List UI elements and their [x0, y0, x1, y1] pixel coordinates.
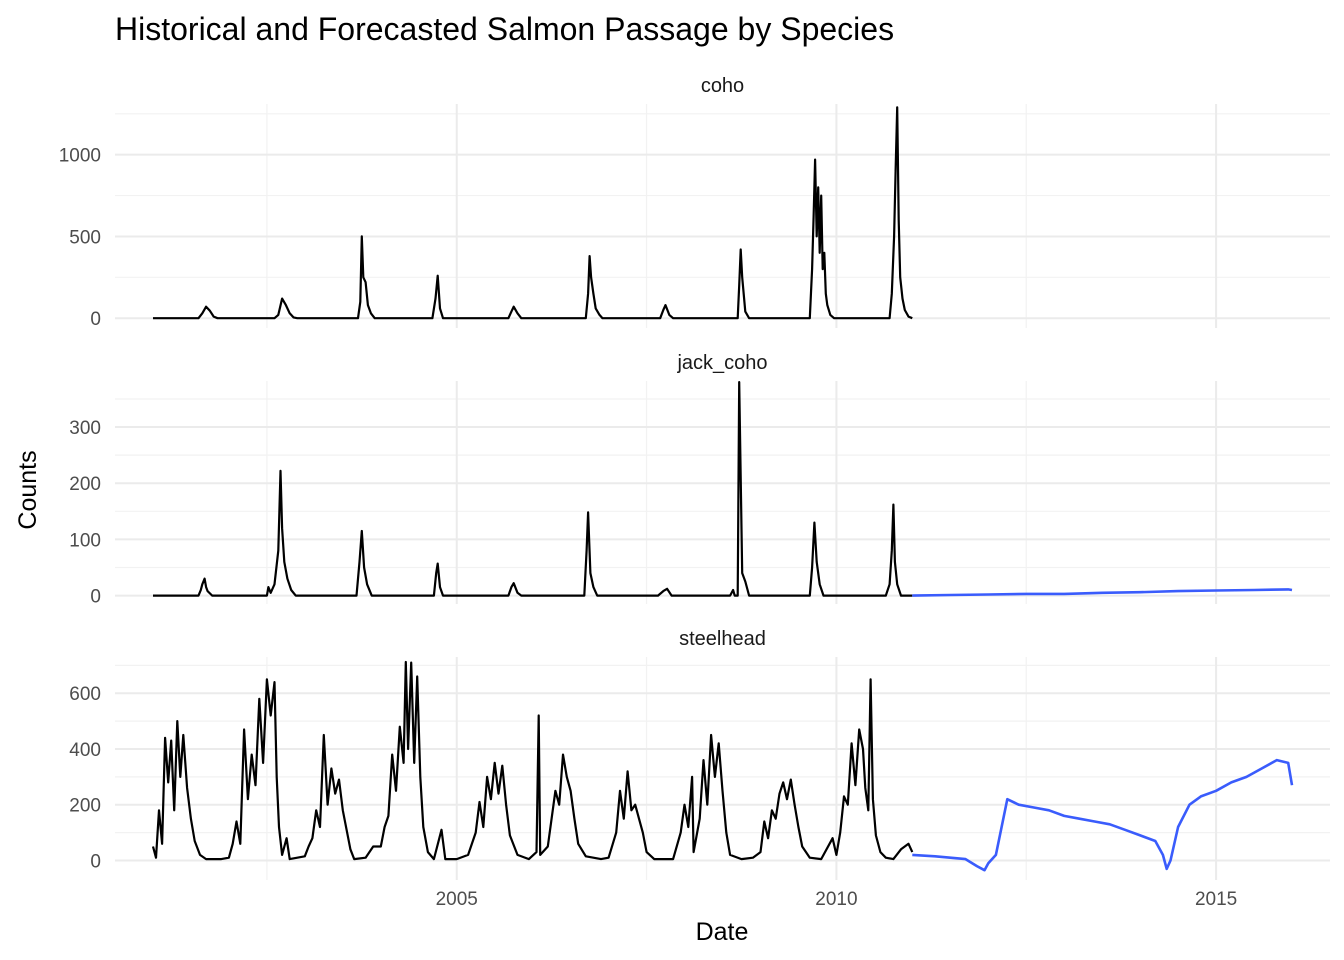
y-axis-title: Counts: [14, 450, 42, 529]
panel-label-coho: coho: [701, 75, 744, 97]
jack_coho-forecast-line: [912, 588, 1293, 597]
y-tick-label-coho: 0: [90, 309, 101, 330]
steelhead-forecast-line: [912, 758, 1294, 872]
y-tick-label-jack_coho: 300: [69, 418, 101, 439]
y-tick-label-jack_coho: 0: [90, 587, 101, 608]
panel-coho: coho 0 500 1000: [59, 75, 1330, 330]
chart-panels: coho 0 500 1000 jack_coho 0 100 200 300 steelhead…: [59, 75, 1330, 880]
x-tick-label: 2015: [1195, 889, 1237, 910]
y-tick-label-steelhead: 0: [90, 851, 101, 872]
jack_coho-historical-line: [153, 381, 913, 597]
panel-label-jack_coho: jack_coho: [676, 352, 767, 374]
y-tick-label-jack_coho: 100: [69, 530, 101, 551]
steelhead-historical-line: [151, 660, 914, 861]
x-tick-label: 2010: [815, 889, 857, 910]
x-axis: 2005 2010 2015: [436, 889, 1238, 910]
y-tick-label-steelhead: 600: [69, 684, 101, 705]
x-tick-label: 2005: [436, 889, 478, 910]
y-tick-label-steelhead: 400: [69, 740, 101, 761]
panel-steelhead: steelhead 0 200 400 600: [69, 628, 1330, 880]
panel-label-steelhead: steelhead: [679, 628, 766, 650]
panel-jack_coho: jack_coho 0 100 200 300: [69, 352, 1330, 608]
y-tick-label-jack_coho: 200: [69, 474, 101, 495]
y-tick-label-steelhead: 200: [69, 796, 101, 817]
y-tick-label-coho: 500: [69, 227, 101, 248]
coho-historical-line: [153, 106, 913, 320]
x-axis-title: Date: [696, 918, 749, 946]
y-tick-label-coho: 1000: [59, 146, 101, 167]
chart-title: Historical and Forecasted Salmon Passage…: [115, 11, 894, 47]
